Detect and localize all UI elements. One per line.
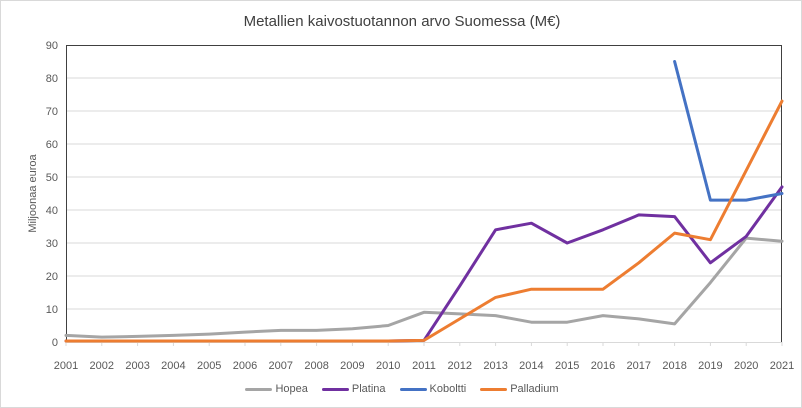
- x-tick-label: 2004: [161, 360, 185, 372]
- y-tick-label: 0: [52, 337, 58, 349]
- y-tick-label: 60: [46, 139, 58, 151]
- legend-label: Koboltti: [429, 383, 467, 395]
- x-tick-label: 2009: [340, 360, 364, 372]
- y-tick-label: 50: [46, 172, 58, 184]
- legend-label: Palladium: [510, 383, 559, 395]
- x-tick-label: 2006: [233, 360, 257, 372]
- legend-marker-koboltti: [399, 387, 427, 391]
- series-line-koboltti: [673, 60, 784, 202]
- y-tick-label: 80: [46, 73, 58, 85]
- legend-item-hopea: Hopea: [245, 383, 308, 395]
- x-tick-label: 2019: [698, 360, 722, 372]
- legend-marker-hopea: [245, 387, 273, 391]
- x-tick-label: 2007: [269, 360, 293, 372]
- x-tick-label: 2021: [770, 360, 794, 372]
- x-tick-label: 2012: [448, 360, 472, 372]
- x-tick-label: 2005: [197, 360, 221, 372]
- legend-item-platina: Platina: [321, 383, 386, 395]
- legend: Hopea Platina Koboltti Palladium: [1, 379, 801, 399]
- x-tick-label: 2013: [483, 360, 507, 372]
- x-tick-label: 2015: [555, 360, 579, 372]
- y-tick-label: 90: [46, 40, 58, 52]
- series-line-hopea: [64, 236, 784, 339]
- y-tick-label: 10: [46, 304, 58, 316]
- y-tick-label: 40: [46, 205, 58, 217]
- y-tick-label: 70: [46, 106, 58, 118]
- legend-marker-palladium: [480, 387, 508, 391]
- x-tick-label: 2016: [591, 360, 615, 372]
- x-tick-label: 2002: [90, 360, 114, 372]
- series-line-palladium: [64, 99, 784, 343]
- y-tick-label: 20: [46, 271, 58, 283]
- x-tick-label: 2010: [376, 360, 400, 372]
- x-tick-label: 2008: [304, 360, 328, 372]
- x-tick-label: 2011: [412, 360, 436, 372]
- legend-label: Hopea: [275, 383, 308, 395]
- x-tick-label: 2018: [662, 360, 686, 372]
- legend-label: Platina: [351, 383, 386, 395]
- legend-marker-platina: [321, 387, 349, 391]
- x-tick-label: 2001: [54, 360, 78, 372]
- x-tick-label: 2003: [125, 360, 149, 372]
- x-tick-label: 2017: [627, 360, 651, 372]
- legend-item-koboltti: Koboltti: [399, 383, 467, 395]
- plot-border: [66, 45, 782, 342]
- y-tick-label: 30: [46, 238, 58, 250]
- legend-item-palladium: Palladium: [480, 383, 559, 395]
- chart-title: Metallien kaivostuotannon arvo Suomessa …: [243, 13, 561, 30]
- x-tick-label: 2020: [734, 360, 758, 372]
- x-tick-label: 2014: [519, 360, 543, 372]
